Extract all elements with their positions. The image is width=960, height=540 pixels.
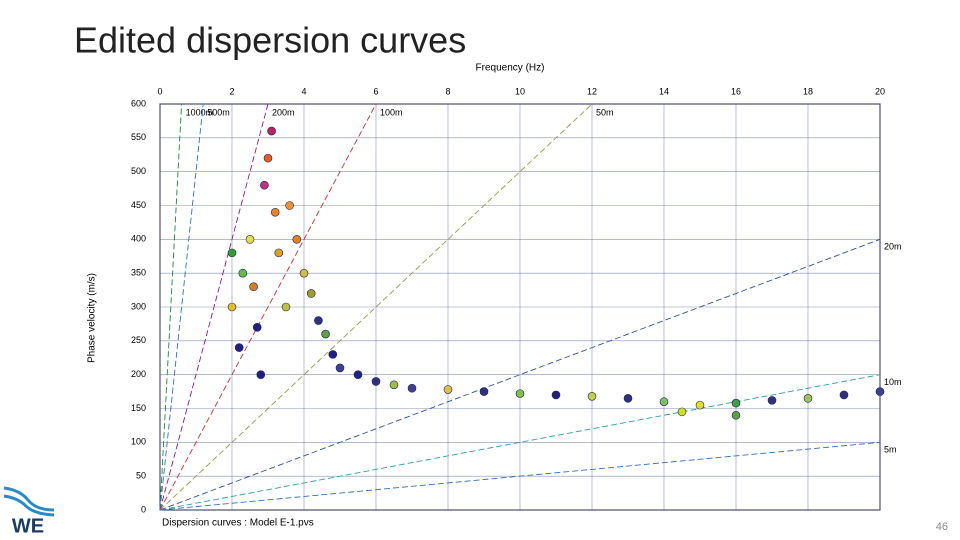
data-point (245, 235, 255, 244)
wavelength-label: 100m (380, 107, 403, 117)
data-point (274, 248, 284, 258)
plot: 0 2 4 6 8 10 12 14 16 18 2005010015020025030035040… (131, 86, 902, 514)
wavelength-label: 1000m (186, 107, 214, 117)
data-point (731, 410, 741, 420)
y-tick-label: 100 (131, 437, 146, 447)
x-axis-label: Frequency (Hz) (476, 63, 545, 74)
x-tick-label: 12 (587, 86, 597, 96)
data-point (234, 343, 244, 352)
data-point (335, 363, 345, 373)
data-point (515, 389, 525, 398)
data-point (252, 322, 262, 332)
data-point (803, 394, 813, 403)
x-tick-label: 0 (157, 86, 162, 96)
data-point (299, 268, 309, 278)
data-point (321, 329, 330, 339)
x-tick-label: 4 (301, 86, 306, 96)
y-tick-label: 400 (131, 234, 146, 244)
data-point (587, 392, 597, 401)
wavelength-line (159, 103, 269, 511)
data-point (256, 370, 266, 379)
data-point (238, 268, 248, 278)
wavelength-label: 10m (884, 377, 902, 387)
data-point (839, 390, 849, 400)
y-tick-label: 50 (136, 471, 146, 481)
wavelength-line (159, 103, 204, 511)
data-point (677, 407, 687, 417)
y-tick-label: 350 (131, 268, 146, 278)
data-point (443, 385, 453, 394)
x-tick-label: 10 (515, 86, 525, 96)
data-point (623, 394, 633, 403)
data-point (249, 282, 258, 292)
data-point (267, 126, 276, 136)
wavelength-line (159, 103, 377, 511)
data-point (314, 316, 323, 325)
y-tick-label: 550 (131, 132, 146, 142)
x-tick-label: 2 (229, 86, 234, 96)
data-point (270, 207, 280, 217)
wavelength-line (159, 103, 183, 511)
y-tick-label: 300 (131, 301, 146, 311)
x-tick-label: 16 (731, 86, 741, 96)
wavelength-line (159, 238, 881, 511)
y-tick-label: 200 (131, 369, 146, 379)
y-axis-label: Phase velocity (m/s) (87, 273, 98, 363)
data-point (227, 248, 237, 258)
wavelength-line (159, 441, 881, 511)
x-tick-label: 8 (445, 86, 450, 96)
wavelength-label: 20m (884, 242, 902, 252)
data-point (328, 350, 338, 359)
wavelength-label: 5m (884, 445, 897, 455)
y-tick-label: 450 (131, 200, 146, 210)
data-point (551, 390, 561, 400)
data-point (767, 396, 777, 405)
x-tick-label: 20 (875, 86, 885, 96)
data-point (306, 289, 316, 298)
data-point (875, 387, 885, 396)
data-point (407, 383, 417, 393)
data-point (285, 201, 294, 210)
y-tick-label: 0 (141, 504, 146, 514)
data-point (227, 302, 237, 312)
data-point (695, 400, 705, 410)
y-tick-label: 500 (131, 166, 146, 176)
wavelength-label: 500m (207, 107, 230, 117)
data-point (260, 180, 269, 190)
logo-wave (3, 486, 55, 512)
y-tick-label: 250 (131, 335, 146, 345)
logo: WE (2, 484, 57, 538)
wavelength-label: 50m (596, 107, 614, 117)
data-point (371, 377, 381, 386)
data-point (292, 235, 302, 244)
data-point (353, 370, 363, 379)
data-point (281, 302, 291, 312)
x-tick-label: 18 (803, 86, 813, 96)
x-tick-label: 6 (373, 86, 378, 96)
y-tick-label: 600 (131, 98, 146, 108)
data-point (389, 380, 399, 390)
x-tick-label: 14 (659, 86, 669, 96)
data-point (659, 397, 669, 407)
wavelength-line (159, 374, 881, 511)
wavelength-label: 200m (272, 107, 295, 117)
chart-caption: Dispersion curves : Model E-1.pvs (162, 518, 314, 529)
slide-title: Edited dispersion curves (74, 20, 466, 61)
data-point (263, 153, 273, 163)
logo-text: WE (12, 515, 44, 537)
page-number: 46 (936, 521, 948, 533)
data-point (731, 398, 741, 408)
data-point (479, 387, 489, 396)
logo-wave (3, 494, 55, 517)
y-tick-label: 150 (131, 403, 146, 413)
